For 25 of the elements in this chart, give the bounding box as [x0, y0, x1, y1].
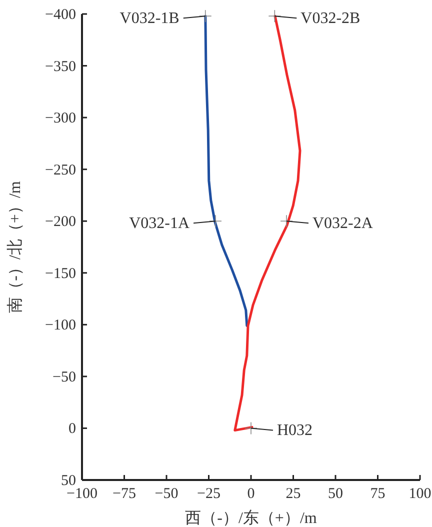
y-tick-label: −350	[45, 58, 76, 75]
y-tick-label: 0	[68, 421, 76, 438]
x-tick-label: 25	[286, 486, 301, 502]
x-tick-label: −75	[112, 486, 136, 502]
y-tick-label: −250	[45, 162, 76, 178]
y-tick-label: 50	[61, 473, 76, 489]
x-tick-label: −25	[197, 486, 220, 502]
y-tick-label: −100	[45, 318, 76, 334]
annotation: V032-1A	[129, 215, 190, 232]
y-tick-label: −400	[45, 7, 76, 23]
y-tick-label: −50	[52, 369, 76, 386]
annotation: V032-2B	[300, 10, 360, 28]
x-tick-label: 0	[247, 486, 255, 502]
y-tick-label: −300	[45, 110, 76, 127]
annotation: V032-2A	[312, 215, 374, 232]
x-tick-label: 100	[408, 486, 432, 502]
annotation: V032-1B	[120, 10, 180, 28]
annotation: H032	[277, 422, 313, 440]
x-tick-label: 50	[328, 486, 343, 502]
x-axis-title: 西（-）/东（+）/m	[185, 509, 318, 527]
x-tick-label: −50	[154, 486, 178, 502]
x-tick-label: 75	[370, 486, 386, 502]
y-tick-label: −200	[45, 214, 76, 230]
y-tick-label: −150	[45, 266, 76, 282]
y-axis-title: 南（-）/北（+）/m	[6, 180, 24, 313]
